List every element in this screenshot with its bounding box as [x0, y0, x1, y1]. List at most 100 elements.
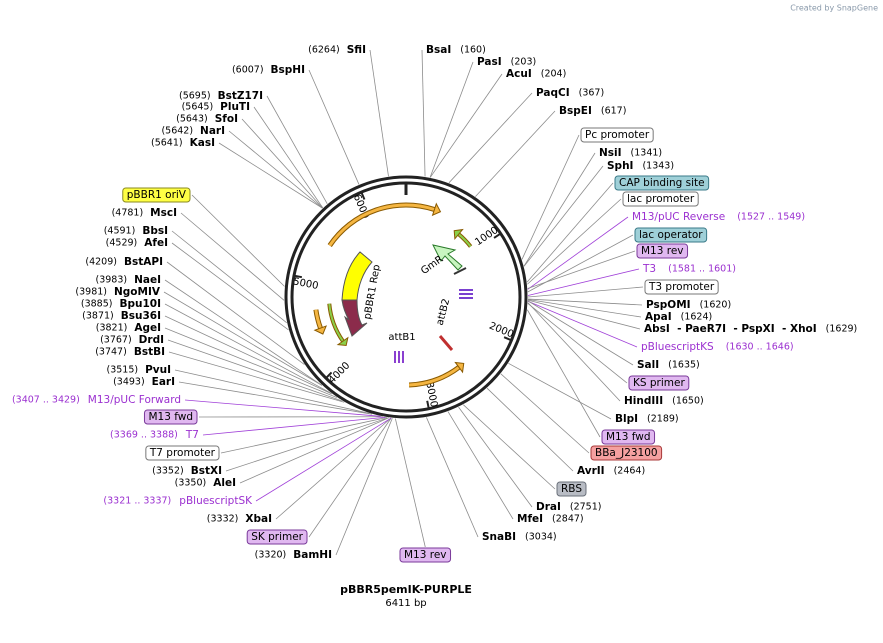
leader-line [430, 62, 473, 177]
leader-line [267, 96, 327, 204]
enzyme-label: BspEI [559, 105, 592, 117]
site-label: (4209) [85, 257, 117, 268]
primer-label: T7 [185, 429, 199, 441]
leader-line [256, 418, 391, 501]
leader-line [219, 143, 322, 208]
primer-label: pBluescriptSK [179, 495, 253, 507]
site-label: (3350) [175, 478, 207, 489]
range-label: (1581 .. 1601) [668, 264, 736, 275]
leader-line [528, 303, 620, 401]
enzyme-label: NgoMIV [114, 286, 161, 298]
leader-line [527, 199, 621, 284]
site-label: (204) [541, 69, 567, 80]
enzyme-label: AbsI - PaeR7I - PspXI - XhoI [644, 323, 817, 335]
feature-label: BBa_J23100 [595, 447, 658, 459]
leader-line [430, 74, 502, 177]
site-label: (617) [601, 106, 627, 117]
primer-label: pBluescriptKS [641, 341, 714, 353]
site-label: (1341) [631, 148, 663, 159]
leader-line [309, 70, 359, 184]
site-label: (6007) [232, 65, 264, 76]
enzyme-label: EarI [152, 376, 175, 388]
leader-line [475, 111, 555, 197]
tick-label: 1000 [473, 225, 500, 248]
leader-line [192, 195, 284, 286]
range-label: (3369 .. 3388) [110, 430, 178, 441]
feature-label: KS primer [633, 377, 685, 389]
site-label: (6264) [308, 45, 340, 56]
enzyme-label: BlpI [615, 413, 638, 425]
site-label: (3983) [96, 275, 128, 286]
enzyme-label: SnaBI [482, 531, 516, 543]
enzyme-label: BamHI [293, 549, 332, 561]
leader-line [181, 213, 284, 300]
range-label: (1527 .. 1549) [737, 212, 805, 223]
leader-line [309, 418, 391, 537]
leader-line [522, 135, 579, 259]
enzyme-label: PasI [477, 56, 502, 68]
enzyme-label: MscI [150, 207, 177, 219]
enzyme-label: SphI [607, 160, 633, 172]
feature-label: pBBR1 Rep [362, 264, 382, 321]
enzyme-label: ApaI [645, 311, 672, 323]
site-label: (203) [511, 57, 537, 68]
site-label: (1624) [681, 312, 713, 323]
site-label: (3767) [100, 335, 132, 346]
tick-label: 4000 [327, 360, 353, 386]
site-label: (3821) [96, 323, 128, 334]
ring-outer [286, 177, 526, 417]
site-label: (5642) [161, 126, 193, 137]
feature-label: SK primer [251, 531, 303, 543]
feature-label: Pc promoter [585, 129, 650, 141]
feature-label: M13 fwd [606, 431, 651, 443]
leader-line [528, 287, 643, 297]
leader-line [527, 183, 613, 282]
site-label: (4781) [112, 208, 144, 219]
leader-line [422, 50, 425, 176]
feature-label: pBBR1 oriV [127, 189, 187, 201]
enzyme-label: BstXI [191, 465, 222, 477]
enzyme-label: NarI [200, 125, 225, 137]
site-label: (1635) [668, 360, 700, 371]
site-label: (5695) [179, 91, 211, 102]
feature-arc [409, 367, 459, 385]
feature-label: RBS [561, 483, 582, 495]
credit: Created by SnapGene [790, 4, 878, 13]
enzyme-label: BsaI [426, 44, 451, 56]
feature-label: M13 rev [404, 549, 447, 561]
leader-line [168, 340, 342, 401]
primer-label: M13/pUC Forward [88, 394, 181, 406]
site-label: (1343) [642, 161, 674, 172]
site-label: (3981) [75, 287, 107, 298]
site-label: (5643) [176, 114, 208, 125]
feature-bar [454, 268, 466, 274]
enzyme-label: XbaI [245, 513, 272, 525]
feature-label: T7 promoter [149, 447, 216, 459]
leader-line [528, 301, 633, 365]
enzyme-label: NaeI [134, 274, 161, 286]
leader-line [459, 407, 532, 507]
feature-label: M13 fwd [148, 411, 193, 423]
enzyme-label: Bsu36I [121, 310, 161, 322]
tick-label: 2000 [487, 321, 515, 341]
leader-line [203, 417, 385, 435]
enzyme-label: NsiI [599, 147, 622, 159]
site-label: (3871) [82, 311, 114, 322]
tick-label: 5000 [292, 276, 319, 292]
leader-line [226, 418, 389, 471]
leader-line [426, 417, 478, 537]
feature-arc [459, 234, 471, 246]
primer-label: T3 [642, 263, 656, 275]
leader-line [501, 374, 589, 453]
leader-line [240, 418, 389, 483]
enzyme-label: AleI [213, 477, 236, 489]
site-label: (3885) [81, 299, 113, 310]
feature-label: CAP binding site [619, 177, 705, 189]
enzyme-label: DraI [536, 501, 561, 513]
enzyme-label: BstAPI [124, 256, 163, 268]
feature-label: attB1 [388, 332, 415, 343]
feature-label: lac operator [639, 229, 703, 241]
site-label: (1620) [700, 300, 732, 311]
site-label: (3320) [255, 550, 287, 561]
site-label: (3493) [113, 377, 145, 388]
